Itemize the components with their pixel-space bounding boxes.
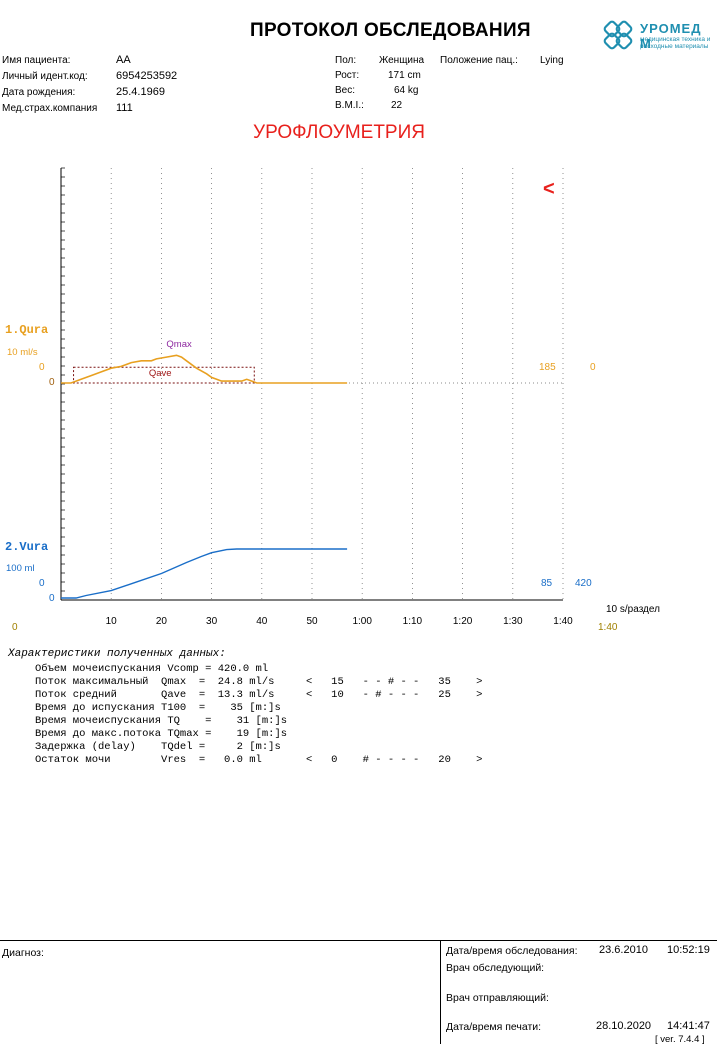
x-unit-label: 10 s/раздел xyxy=(606,604,660,615)
weight-value: 64 kg xyxy=(394,85,419,96)
stat-row-vres: Остаток мочи Vres = 0.0 ml < 0 # - - - -… xyxy=(35,754,483,766)
flow-curve xyxy=(61,354,348,384)
x-tick-label: 10 xyxy=(106,616,118,627)
logo-name: УРОМЕД М xyxy=(640,21,702,51)
qave-box xyxy=(73,366,255,384)
qave-label: Qave xyxy=(149,368,172,379)
x-tick-label: 1:10 xyxy=(403,616,423,627)
volume-left-top: 0 xyxy=(39,578,45,589)
flow-left-top: 0 xyxy=(39,362,45,373)
qmax-label: Qmax xyxy=(166,339,192,350)
logo-knot-icon xyxy=(603,20,633,50)
x-tick-label: 50 xyxy=(306,616,318,627)
volume-scale-label: 100 ml xyxy=(6,563,35,574)
x-tick-label: 1:40 xyxy=(553,616,573,627)
volume-curve xyxy=(61,548,348,599)
flow-right-b: 0 xyxy=(590,362,596,373)
dob-label: Дата рождения: xyxy=(2,87,76,98)
sex-value: Женщина xyxy=(379,55,425,66)
flow-right-a: 185 xyxy=(539,362,556,373)
weight-label: Вес: xyxy=(335,85,356,96)
print-time: 14:41:47 xyxy=(667,1020,710,1032)
flow-scale-label: 10 ml/s xyxy=(7,347,38,358)
patient-id: 6954253592 xyxy=(116,70,178,82)
y-axis-ticks xyxy=(61,167,65,601)
document-title: ПРОТОКОЛ ОБСЛЕДОВАНИЯ xyxy=(250,20,531,41)
patient-id-label: Личный идент.код: xyxy=(2,71,88,82)
marker-arrow: < xyxy=(543,178,555,200)
x-tick-label: 30 xyxy=(206,616,218,627)
stat-row-qave: Поток средний Qave = 13.3 ml/s < 10 - # … xyxy=(35,689,483,701)
exam-date: 23.6.2010 xyxy=(599,944,648,956)
position-value: Lying xyxy=(540,55,564,66)
x-tick-label: 1:30 xyxy=(503,616,523,627)
x-tick-labels: 10 20 30 40 50 1:00 1:10 1:20 1:30 1:40 xyxy=(106,616,574,627)
print-datetime-label: Дата/время печати: xyxy=(446,1021,542,1033)
volume-right-b: 420 xyxy=(575,578,592,589)
diagnosis-label: Диагноз: xyxy=(2,947,44,959)
examining-doctor-label: Врач обследующий: xyxy=(446,962,545,974)
footer-divider xyxy=(0,940,717,941)
sex-label: Пол: xyxy=(335,55,357,66)
print-date: 28.10.2020 xyxy=(596,1020,652,1032)
stat-row-t100: Время до испускания T100 = 35 [m:]s xyxy=(35,702,281,714)
version-label: [ ver. 7.4.4 ] xyxy=(655,1034,705,1045)
logo-subtitle: медицинская техника и расходные материал… xyxy=(640,36,711,50)
company-logo: УРОМЕД М медицинская техника и расходные… xyxy=(602,19,717,55)
stats-title: Характеристики полученных данных: xyxy=(8,648,226,660)
exam-title: УРОФЛОУМЕТРИЯ xyxy=(253,122,425,143)
insurance-label: Мед.страх.компания xyxy=(2,103,98,114)
uroflow-chart: 10 20 30 40 50 1:00 1:10 1:20 1:30 1:40 < 1.Qura … xyxy=(5,167,660,633)
corner-left-label: 0 xyxy=(12,622,18,633)
chart-grid xyxy=(110,168,564,600)
stat-row-qmax: Поток максимальный Qmax = 24.8 ml/s < 15… xyxy=(35,676,483,688)
x-tick-label: 20 xyxy=(156,616,168,627)
stat-row-vcomp: Объем мочеиспускания Vcomp = 420.0 ml xyxy=(35,663,269,675)
patient-name-label: Имя пациента: xyxy=(2,55,71,66)
stat-row-tqmax: Время до макс.потока TQmax = 19 [m:]s xyxy=(35,728,288,740)
volume-channel-name: 2.Vura xyxy=(5,540,48,554)
position-label: Положение пац.: xyxy=(440,55,518,66)
x-tick-label: 1:20 xyxy=(453,616,473,627)
patient-name: АА xyxy=(116,54,131,66)
volume-left-bottom: 0 xyxy=(49,593,55,604)
bmi-value: 22 xyxy=(391,100,403,111)
dob-value: 25.4.1969 xyxy=(116,86,165,98)
x-tick-label: 40 xyxy=(256,616,268,627)
x-tick-label: 1:00 xyxy=(352,616,372,627)
footer-column-divider xyxy=(440,940,441,1044)
insurance-value: 111 xyxy=(116,102,133,114)
referring-doctor-label: Врач отправляющий: xyxy=(446,992,549,1004)
height-value: 171 cm xyxy=(388,70,421,81)
exam-datetime-label: Дата/время обследования: xyxy=(446,945,578,957)
bmi-label: B.M.I.: xyxy=(335,100,364,111)
height-label: Рост: xyxy=(335,70,360,81)
flow-channel-name: 1.Qura xyxy=(5,323,48,337)
flow-left-bottom: 0 xyxy=(49,377,55,388)
volume-right-a: 85 xyxy=(541,578,553,589)
stat-row-tq: Время мочеиспускания TQ = 31 [m:]s xyxy=(35,715,288,727)
corner-right-label: 1:40 xyxy=(598,622,618,633)
stat-row-tqdel: Задержка (delay) TQdel = 2 [m:]s xyxy=(35,741,281,753)
exam-time: 10:52:19 xyxy=(667,944,710,956)
